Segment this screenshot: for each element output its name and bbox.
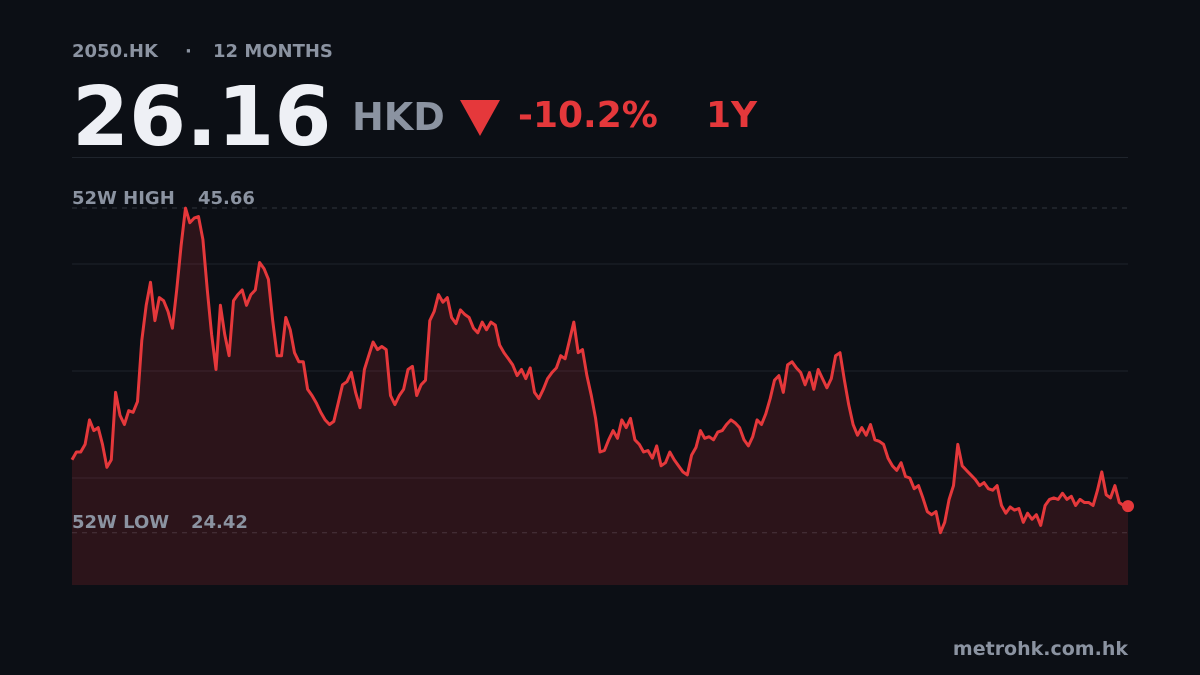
area [72, 208, 1128, 585]
high-label: 52W HIGH [72, 188, 175, 209]
source: metrohk.com.hk [953, 638, 1128, 660]
currency: HKD [352, 95, 445, 139]
price: 26.16 [72, 70, 331, 165]
range: 1Y [706, 95, 758, 136]
down-arrow [460, 100, 500, 136]
high-value: 45.66 [198, 188, 255, 209]
price-line [70, 206, 1129, 535]
low-value: 24.42 [191, 512, 248, 533]
ticker: 2050.HK [72, 41, 159, 62]
plot: 52W HIGH 45.66 52W LOW 24.42 [70, 188, 1134, 585]
period: 12 MONTHS [213, 41, 333, 62]
separator: · [185, 41, 192, 62]
last-point [1122, 500, 1134, 513]
change: -10.2% [518, 95, 658, 136]
low-label: 52W LOW [72, 512, 169, 533]
